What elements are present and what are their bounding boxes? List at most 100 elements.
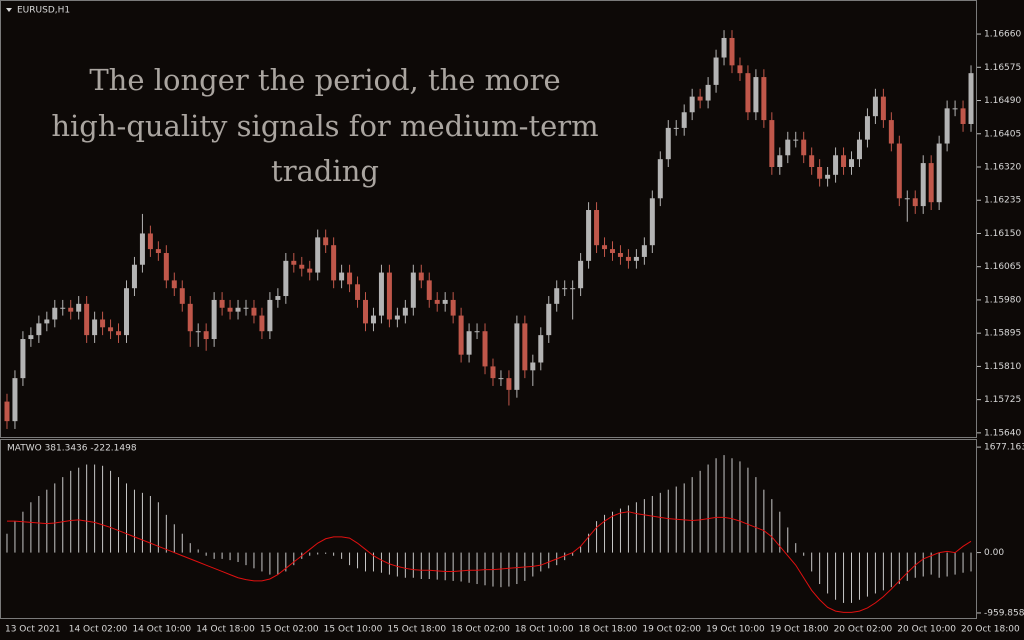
- x-tick-label: 13 Oct 2021: [5, 625, 61, 635]
- candle-body: [864, 116, 870, 140]
- y-tick-label: 1.15810: [984, 362, 1021, 372]
- y-tick-label: 1.16150: [984, 229, 1021, 239]
- candle-body: [681, 112, 687, 128]
- y-tick-label: 1.16405: [984, 129, 1021, 139]
- candle-body: [259, 315, 265, 332]
- candle-body: [108, 327, 114, 332]
- candle-body: [386, 272, 392, 320]
- candle-body: [450, 299, 456, 316]
- candle-body: [163, 253, 169, 281]
- candle-body: [777, 155, 783, 167]
- candle-body: [912, 198, 918, 207]
- candle-body: [36, 323, 42, 336]
- y-tick-label: 0.00: [984, 548, 1004, 558]
- candle-body: [888, 120, 894, 144]
- candle-body: [506, 378, 512, 390]
- candle-body: [673, 127, 679, 129]
- symbol-menu-arrow: [6, 8, 12, 12]
- x-tick-label: 20 Oct 02:00: [834, 625, 893, 635]
- candle-body: [76, 303, 82, 312]
- x-tick-label: 14 Oct 10:00: [132, 625, 191, 635]
- candle-body: [578, 260, 584, 289]
- candle-body: [586, 210, 592, 261]
- candle-body: [570, 288, 576, 290]
- x-tick-label: 18 Oct 10:00: [515, 625, 574, 635]
- candle-body: [267, 299, 273, 332]
- candle-body: [522, 323, 528, 371]
- candle-body: [968, 73, 974, 124]
- candle-body: [633, 256, 639, 261]
- candle-body: [339, 272, 345, 281]
- y-tick-label: 1.16235: [984, 196, 1021, 206]
- x-tick-label: 19 Oct 18:00: [770, 625, 829, 635]
- annotation: trading: [271, 154, 379, 188]
- candle-body: [20, 339, 26, 379]
- candle-body: [769, 120, 775, 167]
- candle-body: [514, 323, 520, 390]
- candle-body: [347, 272, 353, 285]
- candle-body: [52, 307, 58, 320]
- candle-body: [665, 127, 671, 160]
- y-tick-label: 1.16320: [984, 162, 1021, 172]
- candle-body: [841, 155, 847, 167]
- x-tick-label: 18 Oct 02:00: [451, 625, 510, 635]
- candle-body: [904, 198, 910, 200]
- candle-body: [378, 272, 384, 316]
- candle-body: [546, 303, 552, 336]
- x-tick-label: 14 Oct 02:00: [69, 625, 128, 635]
- candle-body: [960, 108, 966, 124]
- candle-body: [817, 166, 823, 179]
- candle-body: [785, 139, 791, 156]
- candle-body: [562, 288, 568, 290]
- candle-body: [625, 256, 631, 261]
- candle-body: [291, 260, 297, 265]
- candle-body: [713, 57, 719, 85]
- candle-body: [155, 249, 161, 254]
- candle-body: [283, 260, 289, 297]
- candle-body: [761, 77, 767, 121]
- candle-body: [84, 303, 90, 336]
- x-tick-label: 15 Oct 18:00: [387, 625, 446, 635]
- candle-body: [60, 307, 66, 309]
- candle-body: [641, 245, 647, 257]
- candle-body: [745, 73, 751, 113]
- candle-body: [594, 210, 600, 246]
- candle-body: [394, 315, 400, 320]
- candle-body: [426, 280, 432, 300]
- annotation: high-quality signals for medium-term: [51, 109, 598, 143]
- candle-body: [179, 288, 185, 304]
- candle-body: [872, 96, 878, 117]
- candle-body: [928, 163, 934, 203]
- candle-body: [657, 159, 663, 199]
- candle-body: [793, 139, 799, 141]
- candle-body: [833, 155, 839, 175]
- candle-body: [12, 378, 18, 422]
- candle-body: [92, 319, 98, 336]
- x-tick-label: 18 Oct 18:00: [579, 625, 638, 635]
- candle-body: [474, 331, 480, 333]
- candle-body: [482, 331, 488, 367]
- candle-body: [171, 280, 177, 289]
- candle-body: [203, 331, 209, 340]
- y-tick-label: 1.16575: [984, 63, 1021, 73]
- candle-body: [490, 366, 496, 379]
- candle-body: [809, 155, 815, 167]
- candle-body: [498, 378, 504, 380]
- candle-body: [729, 37, 735, 66]
- candle-body: [44, 319, 50, 324]
- x-tick-label: 15 Oct 02:00: [260, 625, 319, 635]
- candle-body: [434, 299, 440, 304]
- y-tick-label: 1677.1635: [984, 443, 1024, 453]
- candle-body: [68, 307, 74, 312]
- candle-body: [554, 288, 560, 304]
- candle-body: [418, 272, 424, 281]
- candle-body: [697, 96, 703, 101]
- y-tick-label: 1.16065: [984, 262, 1021, 272]
- candle-body: [355, 284, 361, 300]
- candle-body: [100, 319, 106, 328]
- candle-body: [442, 299, 448, 304]
- price-panel: [0, 0, 977, 438]
- candle-body: [323, 237, 329, 246]
